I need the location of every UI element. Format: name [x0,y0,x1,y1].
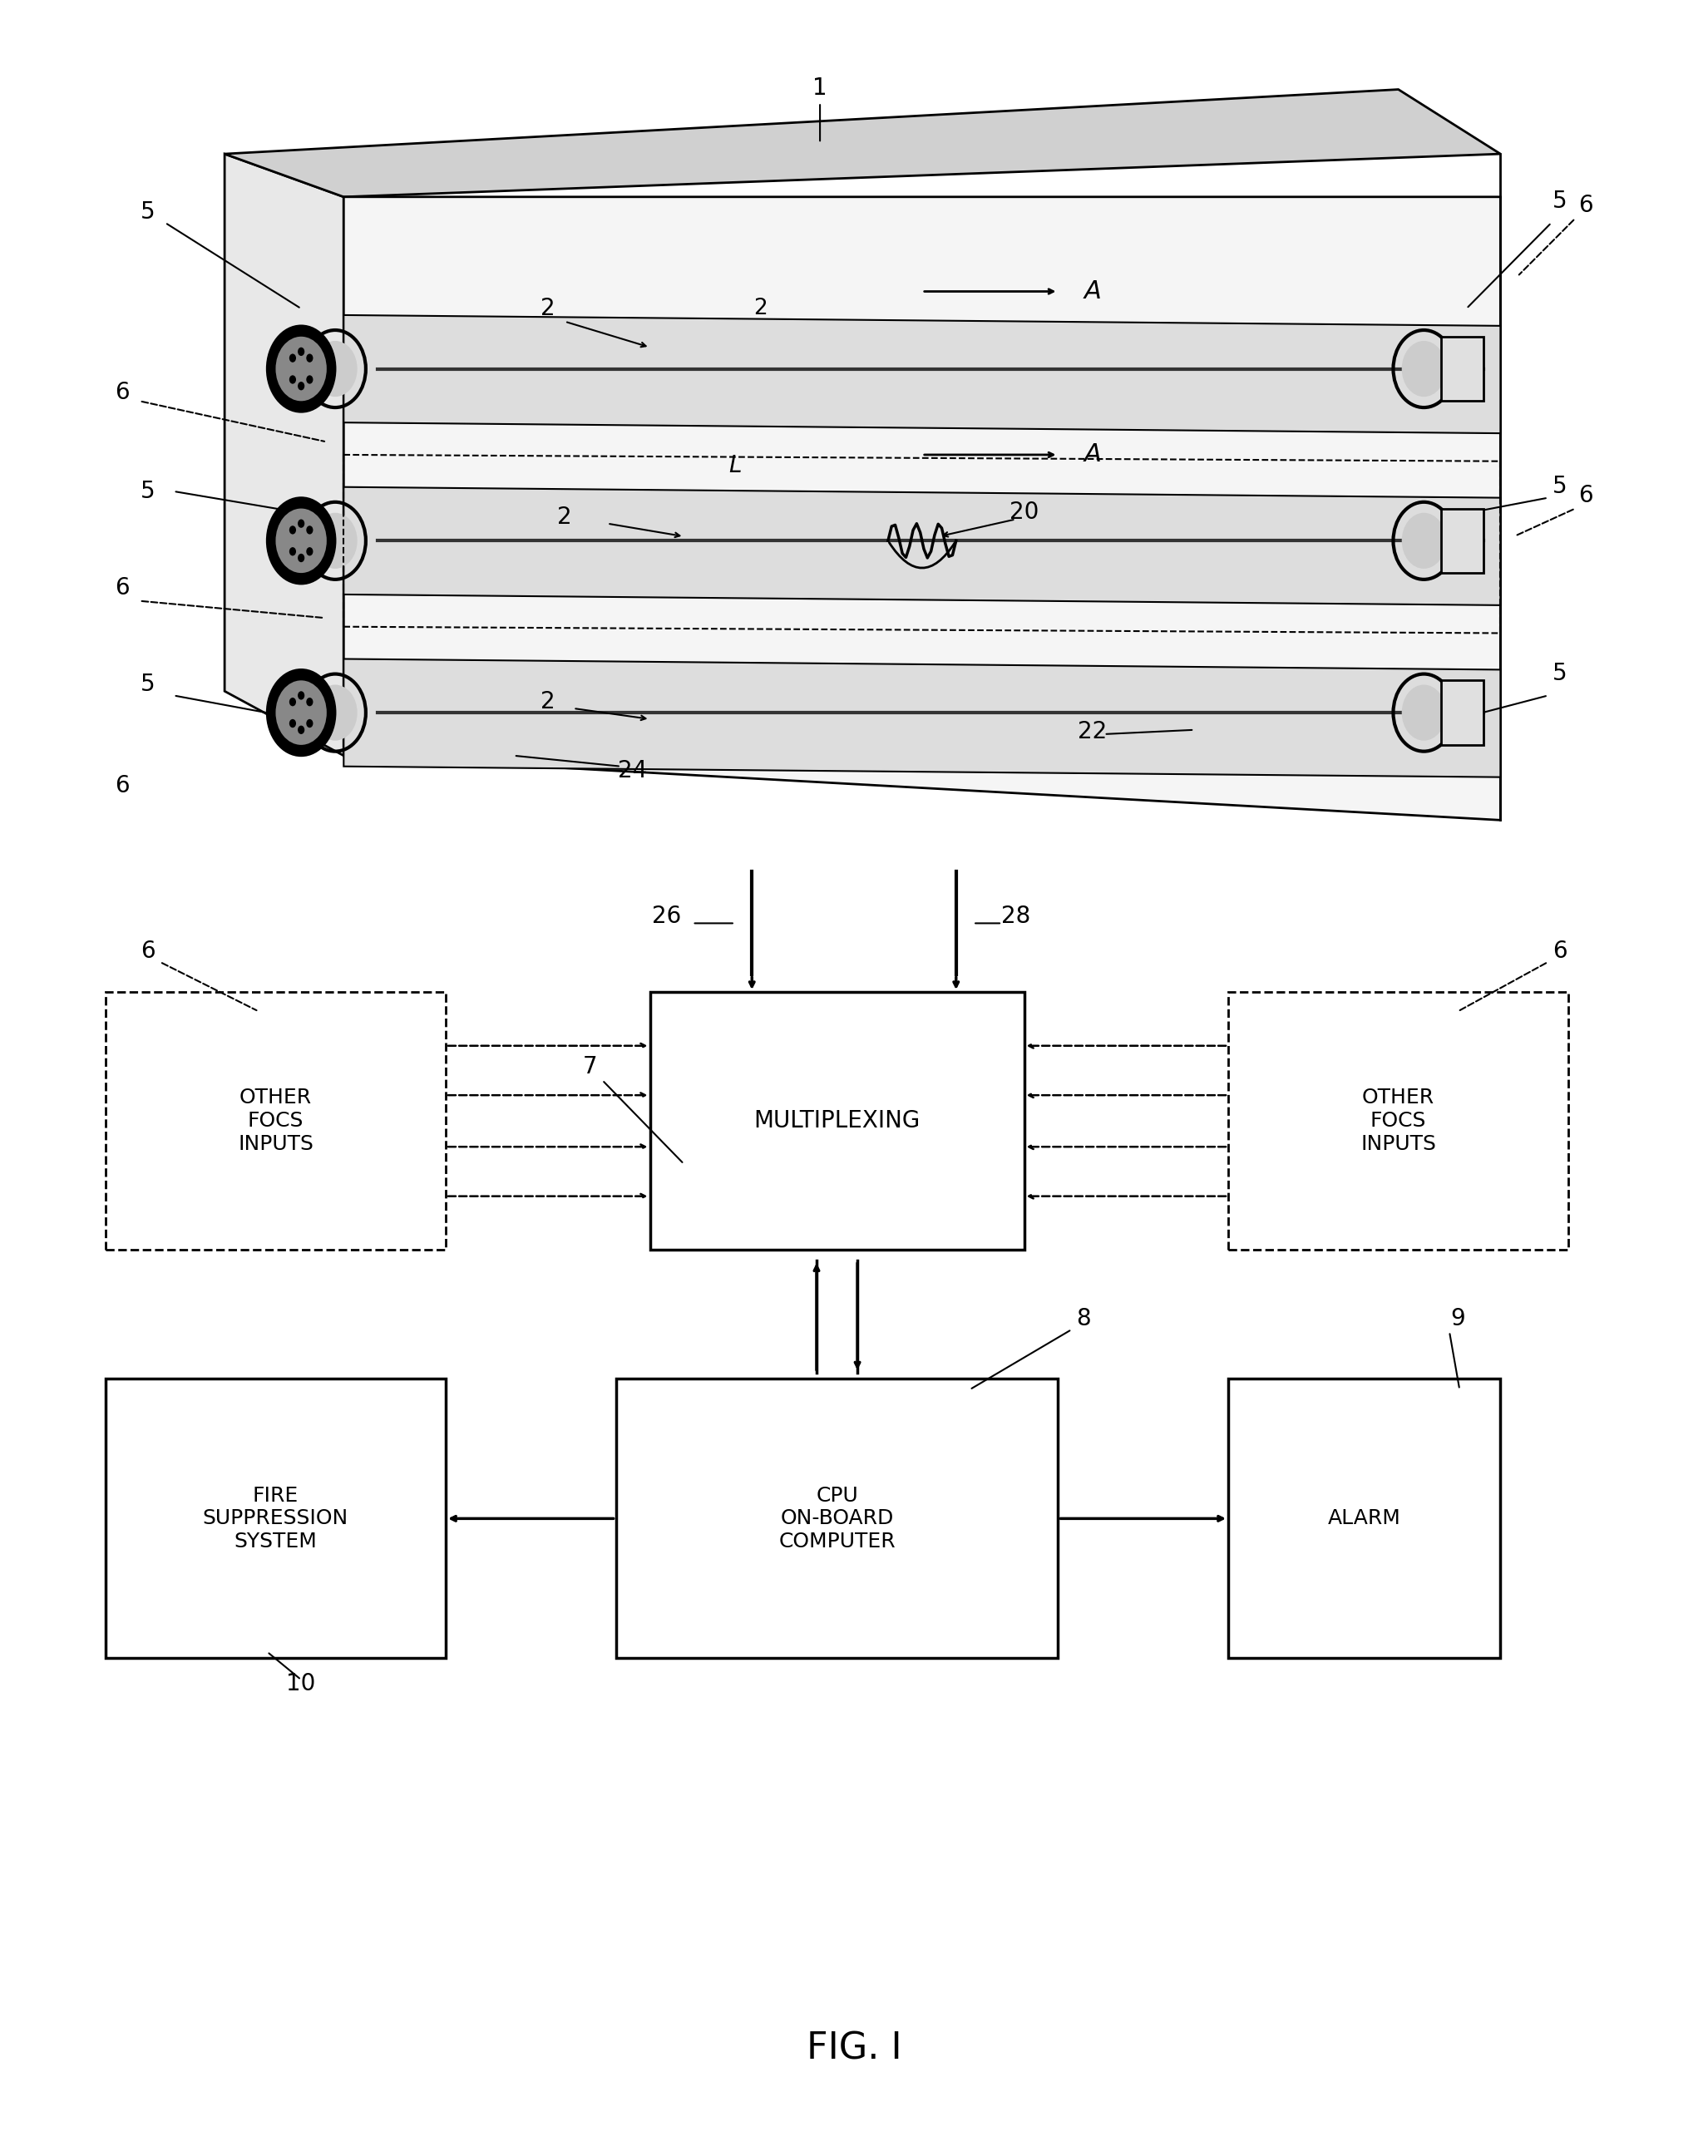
Text: 1: 1 [813,78,827,140]
Circle shape [297,382,304,390]
Text: 5: 5 [1553,474,1568,498]
Text: 5: 5 [1553,190,1568,213]
FancyBboxPatch shape [1442,509,1483,573]
Circle shape [297,727,304,735]
Circle shape [306,720,313,729]
Text: 6: 6 [140,940,155,962]
Text: FIG. I: FIG. I [806,2031,902,2068]
Polygon shape [343,660,1500,776]
Circle shape [275,336,326,401]
Text: 2: 2 [540,690,555,714]
Text: 10: 10 [287,1673,316,1695]
Circle shape [297,554,304,563]
FancyBboxPatch shape [1228,992,1568,1250]
Circle shape [306,354,313,362]
Circle shape [306,699,313,707]
Circle shape [313,513,357,569]
Circle shape [289,720,295,729]
Text: CPU
ON-BOARD
COMPUTER: CPU ON-BOARD COMPUTER [779,1485,895,1552]
FancyBboxPatch shape [649,992,1025,1250]
Text: 6: 6 [1553,940,1568,962]
Circle shape [313,341,357,397]
Circle shape [275,509,326,573]
FancyBboxPatch shape [106,992,446,1250]
Text: 5: 5 [1553,662,1568,686]
Circle shape [275,681,326,744]
Text: 24: 24 [618,759,647,783]
Text: 2: 2 [557,505,572,528]
Polygon shape [225,153,343,755]
Polygon shape [343,315,1500,433]
Circle shape [306,548,313,556]
Circle shape [266,671,335,755]
Text: A: A [1083,280,1102,304]
Polygon shape [343,487,1500,606]
FancyBboxPatch shape [1442,681,1483,744]
Text: 6: 6 [114,382,130,403]
Circle shape [1402,341,1447,397]
Circle shape [289,375,295,384]
Text: 6: 6 [1578,483,1594,507]
Polygon shape [225,88,1500,196]
Text: MULTIPLEXING: MULTIPLEXING [753,1110,921,1132]
Circle shape [313,686,357,742]
Polygon shape [343,196,1500,819]
Circle shape [289,699,295,707]
Text: 26: 26 [652,906,681,929]
Text: OTHER
FOCS
INPUTS: OTHER FOCS INPUTS [237,1089,314,1153]
Text: OTHER
FOCS
INPUTS: OTHER FOCS INPUTS [1361,1089,1436,1153]
FancyBboxPatch shape [1442,336,1483,401]
Circle shape [306,375,313,384]
Text: 8: 8 [1076,1307,1091,1330]
Text: FIRE
SUPPRESSION
SYSTEM: FIRE SUPPRESSION SYSTEM [203,1485,348,1552]
Text: 9: 9 [1450,1307,1465,1330]
FancyBboxPatch shape [106,1380,446,1658]
Circle shape [306,526,313,535]
Text: L: L [729,455,741,476]
Circle shape [297,692,304,701]
Circle shape [289,526,295,535]
Text: 6: 6 [114,576,130,599]
Text: A: A [1083,442,1102,468]
Text: ALARM: ALARM [1327,1509,1401,1529]
Circle shape [289,548,295,556]
Circle shape [266,498,335,584]
Text: 5: 5 [140,479,155,502]
FancyBboxPatch shape [1228,1380,1500,1658]
Circle shape [1402,686,1447,742]
Text: 28: 28 [1001,906,1030,929]
Text: 6: 6 [114,774,130,798]
Text: 6: 6 [1578,194,1594,218]
Text: 5: 5 [140,673,155,696]
Text: 5: 5 [140,201,155,224]
Circle shape [1402,513,1447,569]
Circle shape [289,354,295,362]
Text: 20: 20 [1009,500,1038,524]
FancyBboxPatch shape [617,1380,1059,1658]
Text: 7: 7 [582,1056,598,1078]
Text: 22: 22 [1078,720,1107,744]
Circle shape [297,520,304,528]
Circle shape [297,347,304,356]
Circle shape [266,326,335,412]
Text: 2: 2 [753,298,767,319]
Text: 2: 2 [540,298,555,319]
